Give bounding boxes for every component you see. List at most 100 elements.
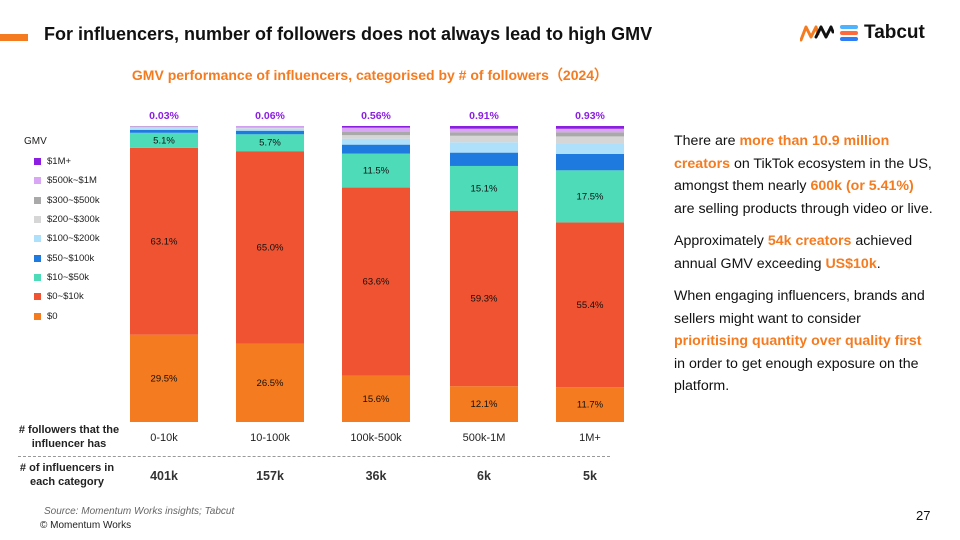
bar-segment-300-500k [556, 132, 624, 137]
bar-segment-300-500k [450, 132, 518, 136]
bar-segment-0 [450, 386, 518, 422]
bar-segment-100-200k [342, 138, 410, 145]
followers-row-label: # followers that the influencer has [18, 424, 120, 450]
bar-segment-500k-1m [556, 128, 624, 133]
bar-segment-100-200k [556, 143, 624, 154]
data-label: 29.5% [151, 373, 178, 384]
legend-item-0-10k: $0~$10k [34, 287, 100, 306]
top-percent-label: 0.93% [575, 110, 605, 122]
data-label: 65.0% [257, 242, 284, 253]
influencer-count-label: 36k [366, 469, 387, 483]
legend-swatch [34, 158, 41, 166]
legend-label: $200~$300k [47, 214, 100, 226]
legend-swatch [34, 293, 41, 301]
category-label: 0-10k [150, 432, 178, 444]
legend-label: $500k~$1M [47, 175, 97, 187]
copyright: © Momentum Works [40, 520, 132, 531]
title-accent-bar [0, 34, 28, 41]
legend-swatch [34, 196, 41, 204]
bar-segment-0-10k [342, 187, 410, 376]
bar-segment-0-10k [556, 222, 624, 388]
bar-segment-300-500k [130, 126, 198, 128]
bar-segment-300-500k [236, 126, 304, 128]
top-percent-label: 0.06% [255, 110, 285, 122]
data-label: 59.3% [471, 293, 498, 304]
influencers-row-label: # of influencers in each category [19, 462, 115, 488]
logo-text: Tabcut [864, 22, 925, 43]
tabcut-logo: Tabcut [800, 20, 925, 46]
influencer-count-label: 401k [150, 469, 178, 483]
stacked-bar-chart: 29.5% 63.1% 5.1% 0.03% 0-10k 401k 26.5% 65.0% 5.… [130, 110, 624, 483]
legend-swatch [34, 273, 41, 281]
bar-segment-50-100k [450, 152, 518, 166]
data-label: 11.5% [363, 166, 390, 177]
bar-segment-10-50k [342, 153, 410, 188]
bar-segment-200-300k [342, 135, 410, 139]
bar-segment-200-300k [236, 127, 304, 129]
page-number: 27 [916, 508, 931, 523]
legend-swatch [34, 177, 41, 185]
legend-item-300-500k: $300~$500k [34, 191, 100, 210]
bar-segment-50-100k [342, 144, 410, 154]
legend-label: $50~$100k [47, 252, 95, 264]
category-label: 1M+ [579, 432, 601, 444]
data-label: 5.1% [153, 135, 175, 146]
data-label: 15.6% [363, 394, 390, 405]
legend-swatch [34, 216, 41, 224]
chart-legend: $1M+ $500k~$1M $300~$500k $200~$300k $100~$2… [34, 152, 100, 326]
bar-segment-0-10k [130, 147, 198, 335]
bar-segment-10-50k [130, 132, 198, 148]
data-label: 26.5% [257, 378, 284, 389]
legend-label: $1M+ [47, 156, 72, 168]
category-label: 10-100k [250, 432, 290, 444]
bar-segment-100-200k [236, 128, 304, 131]
source-note: Source: Momentum Works insights; Tabcut [44, 506, 235, 517]
legend-title: GMV [24, 136, 47, 147]
legend-swatch [34, 235, 41, 243]
legend-item-100-200k: $100~$200k [34, 229, 100, 248]
legend-item-10-50k: $10~$50k [34, 268, 100, 287]
influencer-count-label: 157k [256, 469, 284, 483]
bar-segment-500k-1m [450, 128, 518, 133]
data-label: 5.7% [259, 138, 281, 149]
bar-segment-10-50k [556, 170, 624, 223]
legend-label: $300~$500k [47, 194, 100, 206]
data-label: 55.4% [577, 300, 604, 311]
bar-segment-1m [342, 126, 410, 128]
tabcut-icon [840, 25, 858, 41]
legend-item-200-300k: $200~$300k [34, 210, 100, 229]
bar-segment-200-300k [450, 135, 518, 143]
legend-swatch [34, 254, 41, 262]
bar-segment-200-300k [130, 127, 198, 129]
legend-item-50-100k: $50~$100k [34, 248, 100, 267]
bar-segment-0 [236, 343, 304, 422]
slide-title: For influencers, number of followers doe… [44, 24, 653, 44]
bar-segment-500k-1m [342, 127, 410, 132]
bar-segment-0-10k [450, 210, 518, 387]
bar-segment-300-500k [342, 131, 410, 136]
data-label: 63.6% [363, 277, 390, 288]
bar-segment-0 [342, 375, 410, 422]
top-percent-label: 0.56% [361, 110, 391, 122]
bar-segment-50-100k [236, 130, 304, 135]
influencer-count-label: 6k [477, 469, 491, 483]
bar-segment-200-300k [556, 136, 624, 144]
commentary-text: There are more than 10.9 million creator… [674, 130, 936, 408]
data-label: 17.5% [577, 191, 604, 202]
bar-segment-10-50k [450, 165, 518, 211]
bar-segment-100-200k [450, 142, 518, 153]
category-label: 500k-1M [463, 432, 506, 444]
legend-label: $0~$10k [47, 291, 84, 303]
data-label: 15.1% [471, 183, 498, 194]
bar-segment-500k-1m [236, 126, 304, 127]
bar-segment-100-200k [130, 128, 198, 130]
bar-segment-50-100k [130, 129, 198, 133]
bar-segment-1m [450, 126, 518, 129]
legend-item-500k-1m: $500k~$1M [34, 171, 100, 190]
influencer-count-label: 5k [583, 469, 597, 483]
legend-item-1m: $1M+ [34, 152, 100, 171]
dashed-divider [18, 456, 610, 457]
chart-title: GMV performance of influencers, categori… [131, 67, 609, 83]
bar-segment-1m [556, 126, 624, 129]
bar-segment-10-50k [236, 134, 304, 152]
